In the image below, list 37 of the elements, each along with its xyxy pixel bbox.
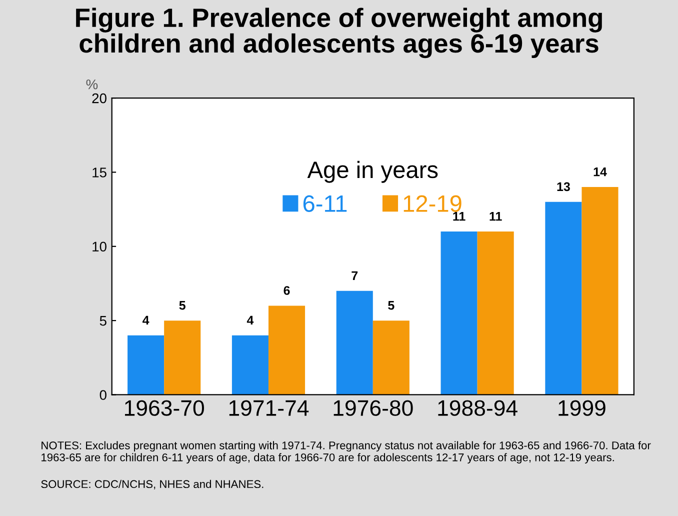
data-label: 11	[453, 212, 466, 221]
source-note: SOURCE: CDC/NCHS, NHES and NHANES.	[41, 480, 264, 490]
y-axis-title: %	[86, 80, 98, 90]
bar	[582, 187, 618, 395]
x-tick-label: 1988-94	[438, 400, 518, 416]
data-label: 13	[557, 182, 570, 192]
y-tick-label: 0	[100, 390, 106, 400]
legend-label: 12-19	[404, 195, 462, 212]
text: NOTES: Excludes pregnant women starting with 1971-74. Pregnancy status not available for 1963-65 and 1966-70. Data for 1963-65 are for children 6-11 years of age, data for 1966-70 are for adolescents 12-17 years of age, not 12-19 years.	[42, 441, 651, 464]
legend-label: 6-11	[303, 195, 347, 212]
data-label: 7	[352, 271, 358, 280]
data-label: 14	[594, 168, 607, 176]
x-tick-label: 1971-74	[229, 400, 309, 416]
bar	[477, 232, 514, 395]
y-tick-label: 10	[92, 242, 106, 252]
x-tick-label: 1976-80	[334, 400, 413, 416]
data-label: 11	[490, 212, 502, 221]
y-tick-label: 15	[92, 168, 106, 178]
bar	[372, 320, 410, 395]
data-label: 6	[284, 286, 290, 295]
x-tick-label: 1963-70	[125, 400, 204, 416]
y-tick-label: 20	[92, 93, 106, 104]
chart-title: Figure 1. Prevalence of overweight among children and adolescents ages 6-19 years	[76, 8, 602, 58]
bar	[545, 202, 582, 395]
x-tick-label: 1999	[558, 400, 606, 416]
data-label: 5	[388, 301, 394, 310]
legend-title: Age in years	[307, 160, 438, 183]
data-label: 4	[246, 316, 254, 324]
bar	[336, 290, 373, 395]
bar	[128, 335, 164, 395]
bar	[440, 232, 478, 395]
data-label: 5	[179, 301, 186, 310]
bar	[232, 335, 268, 395]
data-label: 4	[142, 316, 150, 324]
bar	[164, 320, 201, 395]
bar	[268, 306, 306, 395]
y-tick-label: 5	[100, 316, 106, 326]
